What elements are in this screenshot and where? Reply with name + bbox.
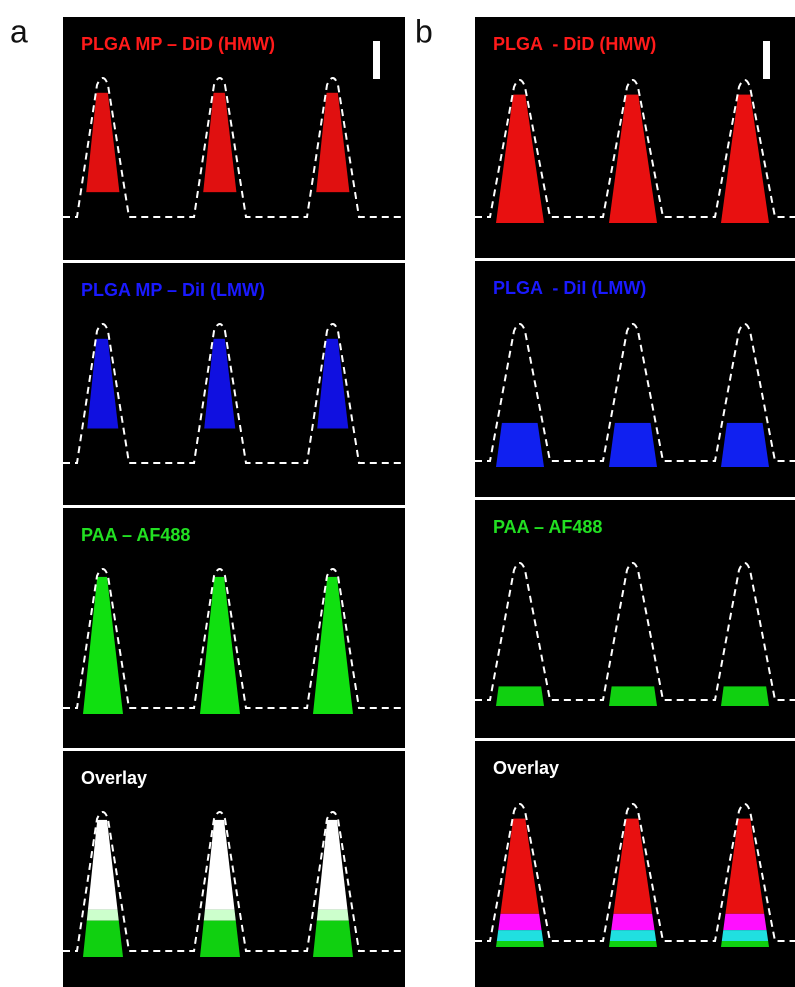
fluorescence <box>200 920 240 957</box>
panel-label: PLGA MP – DiI (LMW) <box>81 280 265 300</box>
fluorescence <box>609 686 657 706</box>
microneedle <box>609 422 657 467</box>
microneedle <box>721 422 769 467</box>
microneedle <box>609 686 657 706</box>
panel-letter: b <box>415 13 433 49</box>
fluorescence <box>496 913 544 931</box>
fluorescence <box>313 920 353 957</box>
fluorescence <box>609 913 657 931</box>
panel-label: PLGA - DiD (HMW) <box>493 34 656 54</box>
needle-outline <box>63 77 405 218</box>
fluorescence <box>721 422 769 467</box>
panel-label: PAA – AF488 <box>493 517 602 537</box>
microneedle <box>496 422 544 467</box>
fluorescence <box>83 920 123 957</box>
panel-label: PLGA MP – DiD (HMW) <box>81 34 275 54</box>
needle-outline <box>475 79 795 218</box>
scale-bar <box>373 41 380 79</box>
fluorescence <box>721 941 769 947</box>
panel-label: PLGA - DiI (LMW) <box>493 278 646 298</box>
microneedle <box>496 686 544 706</box>
fluorescence <box>496 941 544 947</box>
fluorescence <box>609 422 657 467</box>
scale-bar <box>763 41 770 79</box>
fluorescence <box>313 909 353 921</box>
needle-outline <box>63 568 405 709</box>
fluorescence <box>200 909 240 921</box>
fluorescence <box>721 913 769 931</box>
panel-letter: a <box>10 13 28 49</box>
panel-label: Overlay <box>493 758 559 778</box>
panel-label: Overlay <box>81 768 147 788</box>
needle-outline <box>475 323 795 462</box>
needle-outline <box>475 803 795 942</box>
fluorescence <box>721 686 769 706</box>
fluorescence <box>83 909 123 921</box>
needle-outline <box>63 323 405 464</box>
panel-label: PAA – AF488 <box>81 525 190 545</box>
fluorescence <box>496 686 544 706</box>
microneedle <box>721 686 769 706</box>
fluorescence <box>721 930 769 941</box>
fluorescence <box>496 930 544 941</box>
fluorescence <box>609 941 657 947</box>
needle-outline <box>63 811 405 952</box>
needle-outline <box>475 562 795 701</box>
fluorescence <box>496 422 544 467</box>
fluorescence <box>609 930 657 941</box>
